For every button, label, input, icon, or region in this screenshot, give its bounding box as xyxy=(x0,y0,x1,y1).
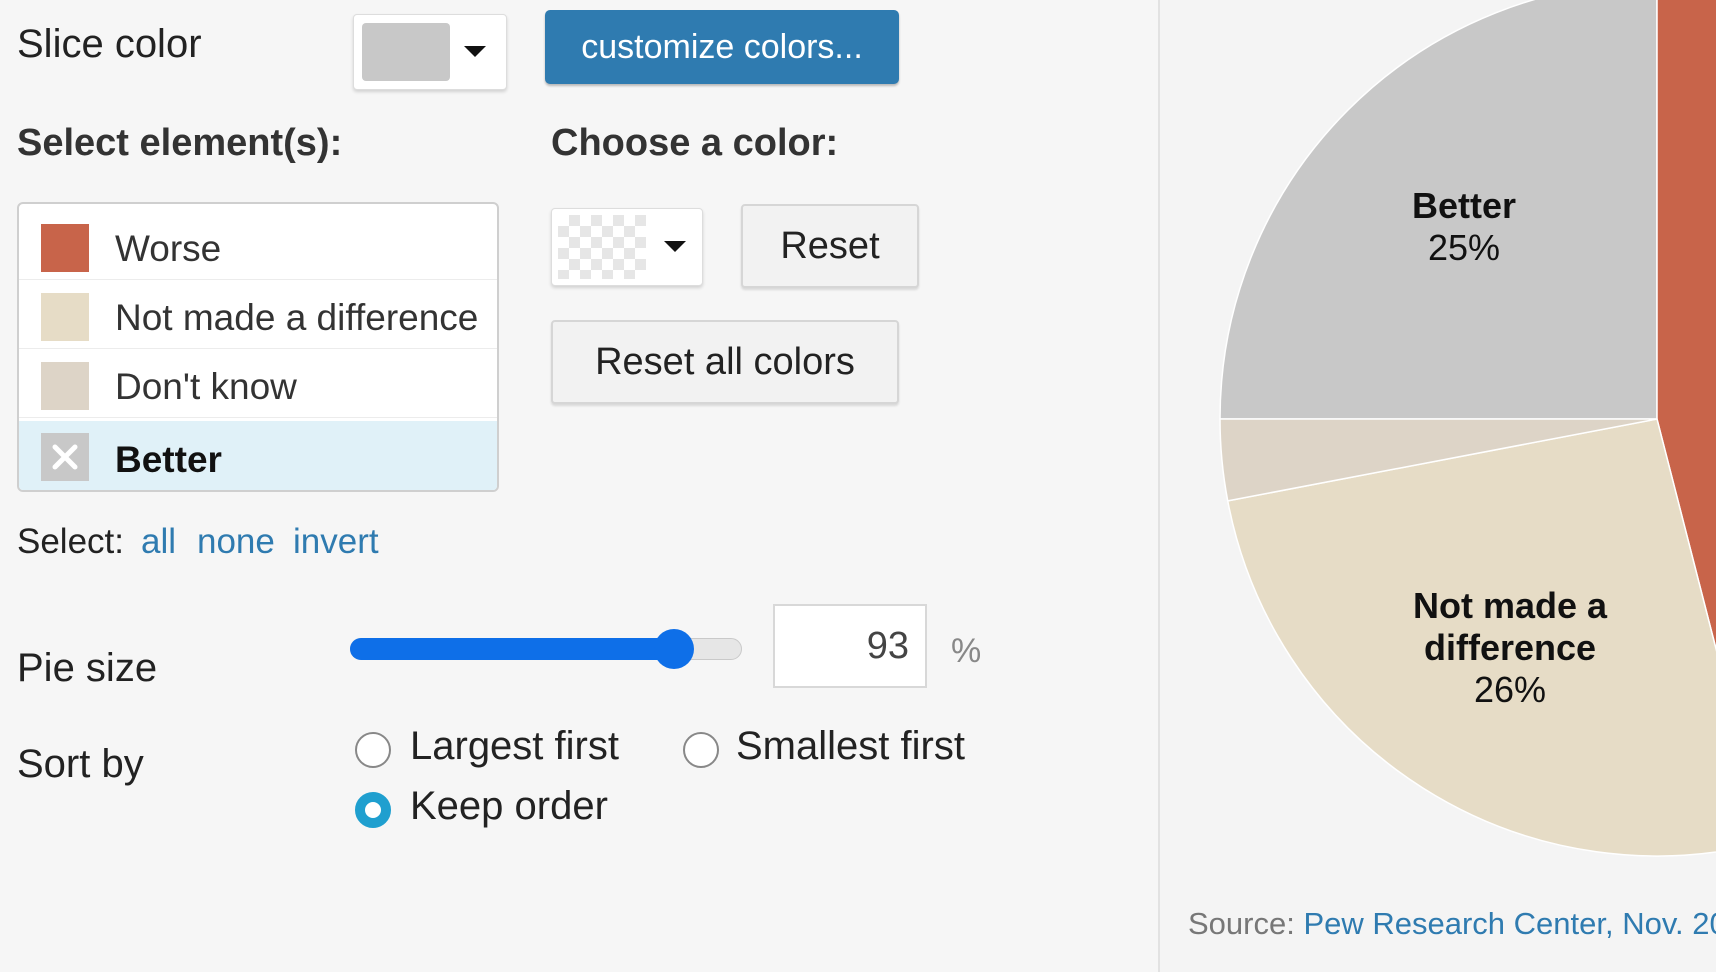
data-label-nmd-name-2: difference xyxy=(1424,627,1596,668)
smallest-first-label[interactable]: Smallest first xyxy=(736,724,965,768)
list-item-label: Worse xyxy=(115,228,222,269)
chart-preview: Better 25% Not made a difference 26% Source:… xyxy=(1160,0,1716,972)
select-elements-heading: Select element(s): xyxy=(17,122,343,164)
source-link[interactable]: Pew Research Center, Nov. 20 xyxy=(1303,906,1716,941)
select-none-link[interactable]: none xyxy=(197,522,275,561)
list-item-label: Don't know xyxy=(115,366,297,407)
color-swatch xyxy=(41,433,89,481)
customize-colors-button[interactable]: customize colors... xyxy=(545,10,899,84)
list-item-label: Better xyxy=(115,439,222,480)
pie-size-slider-fill xyxy=(350,638,675,660)
list-item-label: Not made a difference xyxy=(115,297,479,338)
choose-color-heading: Choose a color: xyxy=(551,122,839,164)
slice-color-dropdown[interactable] xyxy=(353,14,507,90)
chevron-down-icon xyxy=(664,241,686,252)
source-note: Source: Pew Research Center, Nov. 20 xyxy=(1188,906,1716,942)
select-all-link[interactable]: all xyxy=(141,522,177,561)
close-icon xyxy=(52,444,78,470)
color-swatch xyxy=(41,224,89,272)
sort-by-label: Sort by xyxy=(17,742,144,786)
settings-panel: Slice color customize colors... Select e… xyxy=(17,10,982,828)
select-invert-link[interactable]: invert xyxy=(293,522,379,561)
keep-order-label[interactable]: Keep order xyxy=(410,784,608,828)
reset-all-colors-button[interactable]: Reset all colors xyxy=(551,320,899,404)
list-item-dont-know[interactable]: Don't know xyxy=(19,352,497,418)
select-label: Select: xyxy=(17,522,124,561)
chevron-down-icon xyxy=(464,46,486,57)
pie-slice-better[interactable] xyxy=(1219,0,1658,420)
color-swatch xyxy=(41,293,89,341)
percent-unit-label: % xyxy=(951,632,982,670)
pie-slice-worse[interactable] xyxy=(1656,0,1716,842)
radio-smallest-first[interactable] xyxy=(683,732,719,768)
pie-slice-not-made-a-difference[interactable] xyxy=(1226,418,1716,857)
pie-size-input[interactable]: 93 xyxy=(773,604,927,688)
data-label-better-name: Better xyxy=(1412,185,1516,226)
panel-divider xyxy=(1158,0,1160,972)
list-item-worse[interactable]: Worse xyxy=(19,214,497,280)
largest-first-label[interactable]: Largest first xyxy=(410,724,619,768)
data-label-nmd-value: 26% xyxy=(1474,669,1546,710)
radio-largest-first[interactable] xyxy=(355,732,391,768)
color-swatch xyxy=(41,362,89,410)
pie-size-label: Pie size xyxy=(17,646,158,690)
slice-color-swatch xyxy=(362,23,450,81)
source-prefix: Source: xyxy=(1188,906,1304,941)
pie-size-slider-thumb[interactable] xyxy=(654,629,694,669)
data-label-better-value: 25% xyxy=(1428,227,1500,268)
list-item-better[interactable]: Better xyxy=(19,421,497,490)
data-label-nmd-name-1: Not made a xyxy=(1413,585,1608,626)
list-item-not-made-a-difference[interactable]: Not made a difference xyxy=(19,283,497,349)
element-list[interactable]: Worse Not made a difference Don't know B… xyxy=(17,202,499,492)
transparent-swatch xyxy=(558,215,646,279)
slice-color-label: Slice color xyxy=(17,22,202,66)
reset-button[interactable]: Reset xyxy=(741,204,919,288)
radio-keep-order[interactable] xyxy=(355,792,391,828)
color-picker-dropdown[interactable] xyxy=(551,208,703,286)
pie-slice-don-t-know[interactable] xyxy=(1219,418,1658,502)
